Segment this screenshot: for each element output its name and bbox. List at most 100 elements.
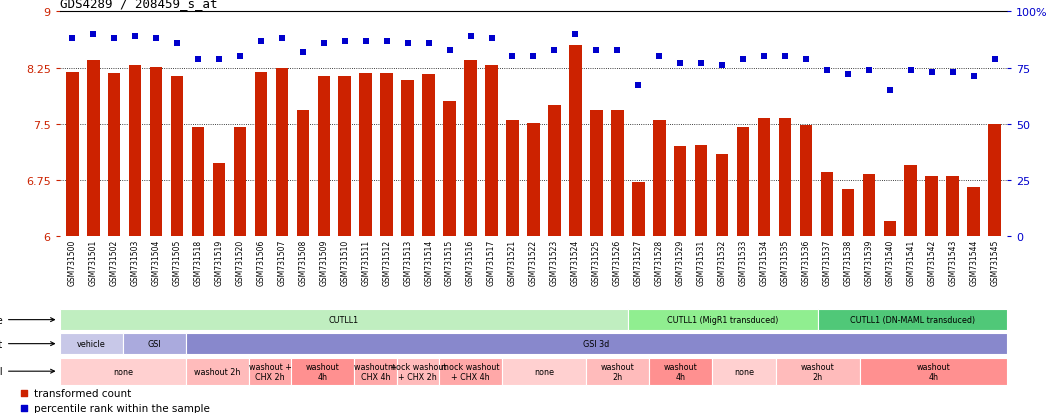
Bar — [60, 334, 122, 354]
Text: GSM731536: GSM731536 — [801, 239, 810, 285]
Point — [298, 213, 315, 220]
Bar — [192, 128, 204, 236]
Text: mock washout
+ CHX 2h: mock washout + CHX 2h — [388, 362, 447, 381]
Point — [378, 38, 395, 45]
Bar — [60, 358, 186, 385]
Bar — [291, 358, 355, 385]
Point — [106, 36, 122, 43]
Bar — [674, 147, 687, 236]
Text: GSM731517: GSM731517 — [487, 239, 496, 285]
Bar — [249, 358, 291, 385]
Bar — [422, 75, 435, 236]
Point — [547, 47, 563, 54]
Bar — [213, 164, 225, 236]
Text: CUTLL1: CUTLL1 — [329, 316, 359, 324]
Bar — [653, 121, 666, 236]
Bar — [150, 68, 162, 236]
Bar — [275, 69, 288, 236]
Point — [504, 54, 520, 60]
Text: GSM731542: GSM731542 — [928, 239, 936, 285]
Text: washout
2h: washout 2h — [801, 362, 834, 381]
Bar — [60, 310, 628, 330]
Bar — [186, 358, 249, 385]
Bar — [254, 73, 267, 236]
Bar — [355, 358, 397, 385]
Text: GSM731503: GSM731503 — [131, 239, 139, 285]
Text: GSM731505: GSM731505 — [173, 239, 181, 285]
Bar — [122, 334, 186, 354]
Bar — [800, 126, 812, 236]
Text: GSM731531: GSM731531 — [696, 239, 706, 285]
Text: GSM731516: GSM731516 — [466, 239, 475, 285]
Text: GSM731545: GSM731545 — [990, 239, 999, 285]
Text: washout +
CHX 2h: washout + CHX 2h — [249, 362, 292, 381]
Text: GSM731534: GSM731534 — [759, 239, 768, 285]
Bar — [549, 106, 561, 236]
Bar — [506, 121, 518, 236]
Text: none: none — [534, 367, 554, 376]
Bar — [737, 128, 750, 236]
Bar — [296, 111, 309, 236]
Text: GSM731518: GSM731518 — [194, 239, 202, 285]
Bar — [818, 310, 1007, 330]
Text: GDS4289 / 208459_s_at: GDS4289 / 208459_s_at — [60, 0, 217, 10]
Text: washout
2h: washout 2h — [601, 362, 634, 381]
Text: washout
4h: washout 4h — [916, 362, 951, 381]
Bar — [842, 190, 854, 236]
Text: percentile rank within the sample: percentile rank within the sample — [34, 403, 209, 413]
Point — [294, 50, 311, 56]
Point — [986, 56, 1003, 63]
Text: protocol: protocol — [0, 366, 54, 376]
Text: washout
4h: washout 4h — [664, 362, 697, 381]
Text: GSM731543: GSM731543 — [949, 239, 957, 285]
Point — [210, 56, 227, 63]
Point — [399, 40, 416, 47]
Text: GSM731512: GSM731512 — [382, 239, 392, 285]
Point — [298, 347, 315, 354]
Point — [944, 69, 961, 76]
Point — [965, 74, 982, 81]
Point — [462, 34, 478, 40]
Text: GSM731520: GSM731520 — [236, 239, 244, 285]
Text: washout +
CHX 4h: washout + CHX 4h — [354, 362, 397, 381]
Text: GSM731507: GSM731507 — [277, 239, 287, 285]
Text: GSM731544: GSM731544 — [970, 239, 978, 285]
Point — [483, 36, 499, 43]
Point — [357, 38, 374, 45]
Bar — [586, 358, 649, 385]
Text: GSI: GSI — [148, 339, 161, 348]
Point — [756, 54, 773, 60]
Bar — [628, 310, 818, 330]
Text: mock washout
+ CHX 4h: mock washout + CHX 4h — [441, 362, 499, 381]
Text: GSM731501: GSM731501 — [89, 239, 97, 285]
Bar — [712, 358, 776, 385]
Bar — [632, 183, 645, 236]
Bar — [821, 173, 833, 236]
Point — [651, 54, 668, 60]
Bar — [967, 188, 980, 236]
Bar — [397, 358, 439, 385]
Point — [252, 38, 269, 45]
Text: agent: agent — [0, 339, 54, 349]
Point — [735, 56, 752, 63]
Bar — [380, 74, 393, 236]
Point — [588, 47, 605, 54]
Text: GSM731538: GSM731538 — [844, 239, 852, 285]
Text: GSM731509: GSM731509 — [319, 239, 329, 285]
Point — [630, 83, 647, 90]
Bar — [988, 124, 1001, 236]
Bar — [649, 358, 712, 385]
Bar — [401, 81, 414, 236]
Text: CUTLL1 (DN-MAML transduced): CUTLL1 (DN-MAML transduced) — [850, 316, 975, 324]
Point — [609, 47, 626, 54]
Text: washout 2h: washout 2h — [195, 367, 241, 376]
Text: GSM731515: GSM731515 — [445, 239, 454, 285]
Point — [148, 36, 164, 43]
Text: cell line: cell line — [0, 315, 54, 325]
Text: GSI 3d: GSI 3d — [583, 339, 609, 348]
Point — [714, 63, 731, 69]
Text: GSM731529: GSM731529 — [675, 239, 685, 285]
Bar — [338, 76, 351, 236]
Bar — [186, 334, 1007, 354]
Text: GSM731502: GSM731502 — [110, 239, 118, 285]
